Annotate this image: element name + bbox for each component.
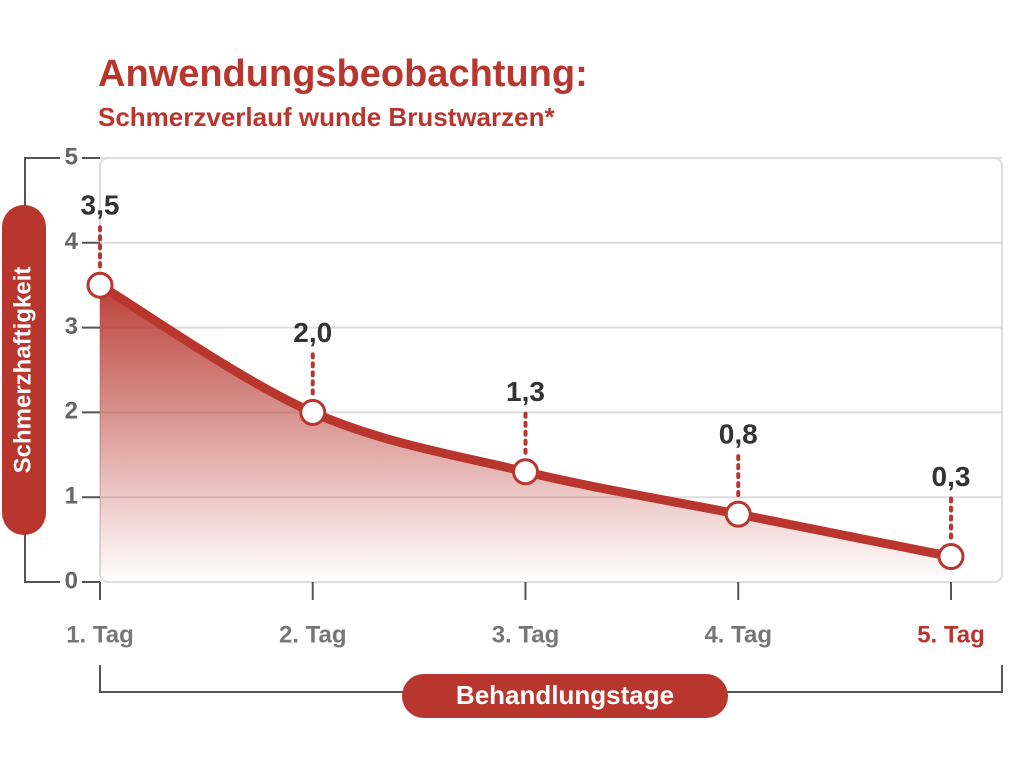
area [100, 285, 951, 582]
chart-subtitle: Schmerzverlauf wunde Brustwarzen* [98, 102, 555, 132]
point [512, 458, 539, 486]
x-label-pill [402, 674, 728, 718]
value-label: 1,3 [506, 376, 545, 407]
y-tick-label: 1 [65, 483, 78, 510]
x-tick-label: 5. Tag [917, 621, 985, 648]
y-tick-label: 4 [65, 228, 79, 255]
y-tick-label: 2 [65, 398, 78, 425]
x-axis-label: Behandlungstage [456, 680, 674, 710]
x-tick-label: 1. Tag [66, 621, 134, 648]
point [86, 271, 114, 299]
x-tick-label: 2. Tag [279, 621, 347, 648]
value-label: 0,8 [719, 419, 758, 450]
value-label: 0,3 [932, 461, 971, 492]
point [724, 500, 752, 528]
y-tick-label: 0 [65, 567, 78, 594]
x-tick-label: 4. Tag [704, 621, 772, 648]
x-tick-label: 3. Tag [492, 621, 560, 648]
point [937, 543, 965, 571]
value-label: 3,5 [81, 190, 120, 221]
y-tick-label: 3 [65, 313, 78, 340]
y-tick-label: 5 [65, 143, 78, 170]
y-axis-label: Schmerzhaftigkeit [9, 267, 36, 474]
value-label: 2,0 [293, 317, 332, 348]
y-label-pill [2, 205, 46, 535]
point [299, 398, 327, 426]
chart-title: Anwendungsbeobachtung: [98, 53, 588, 95]
